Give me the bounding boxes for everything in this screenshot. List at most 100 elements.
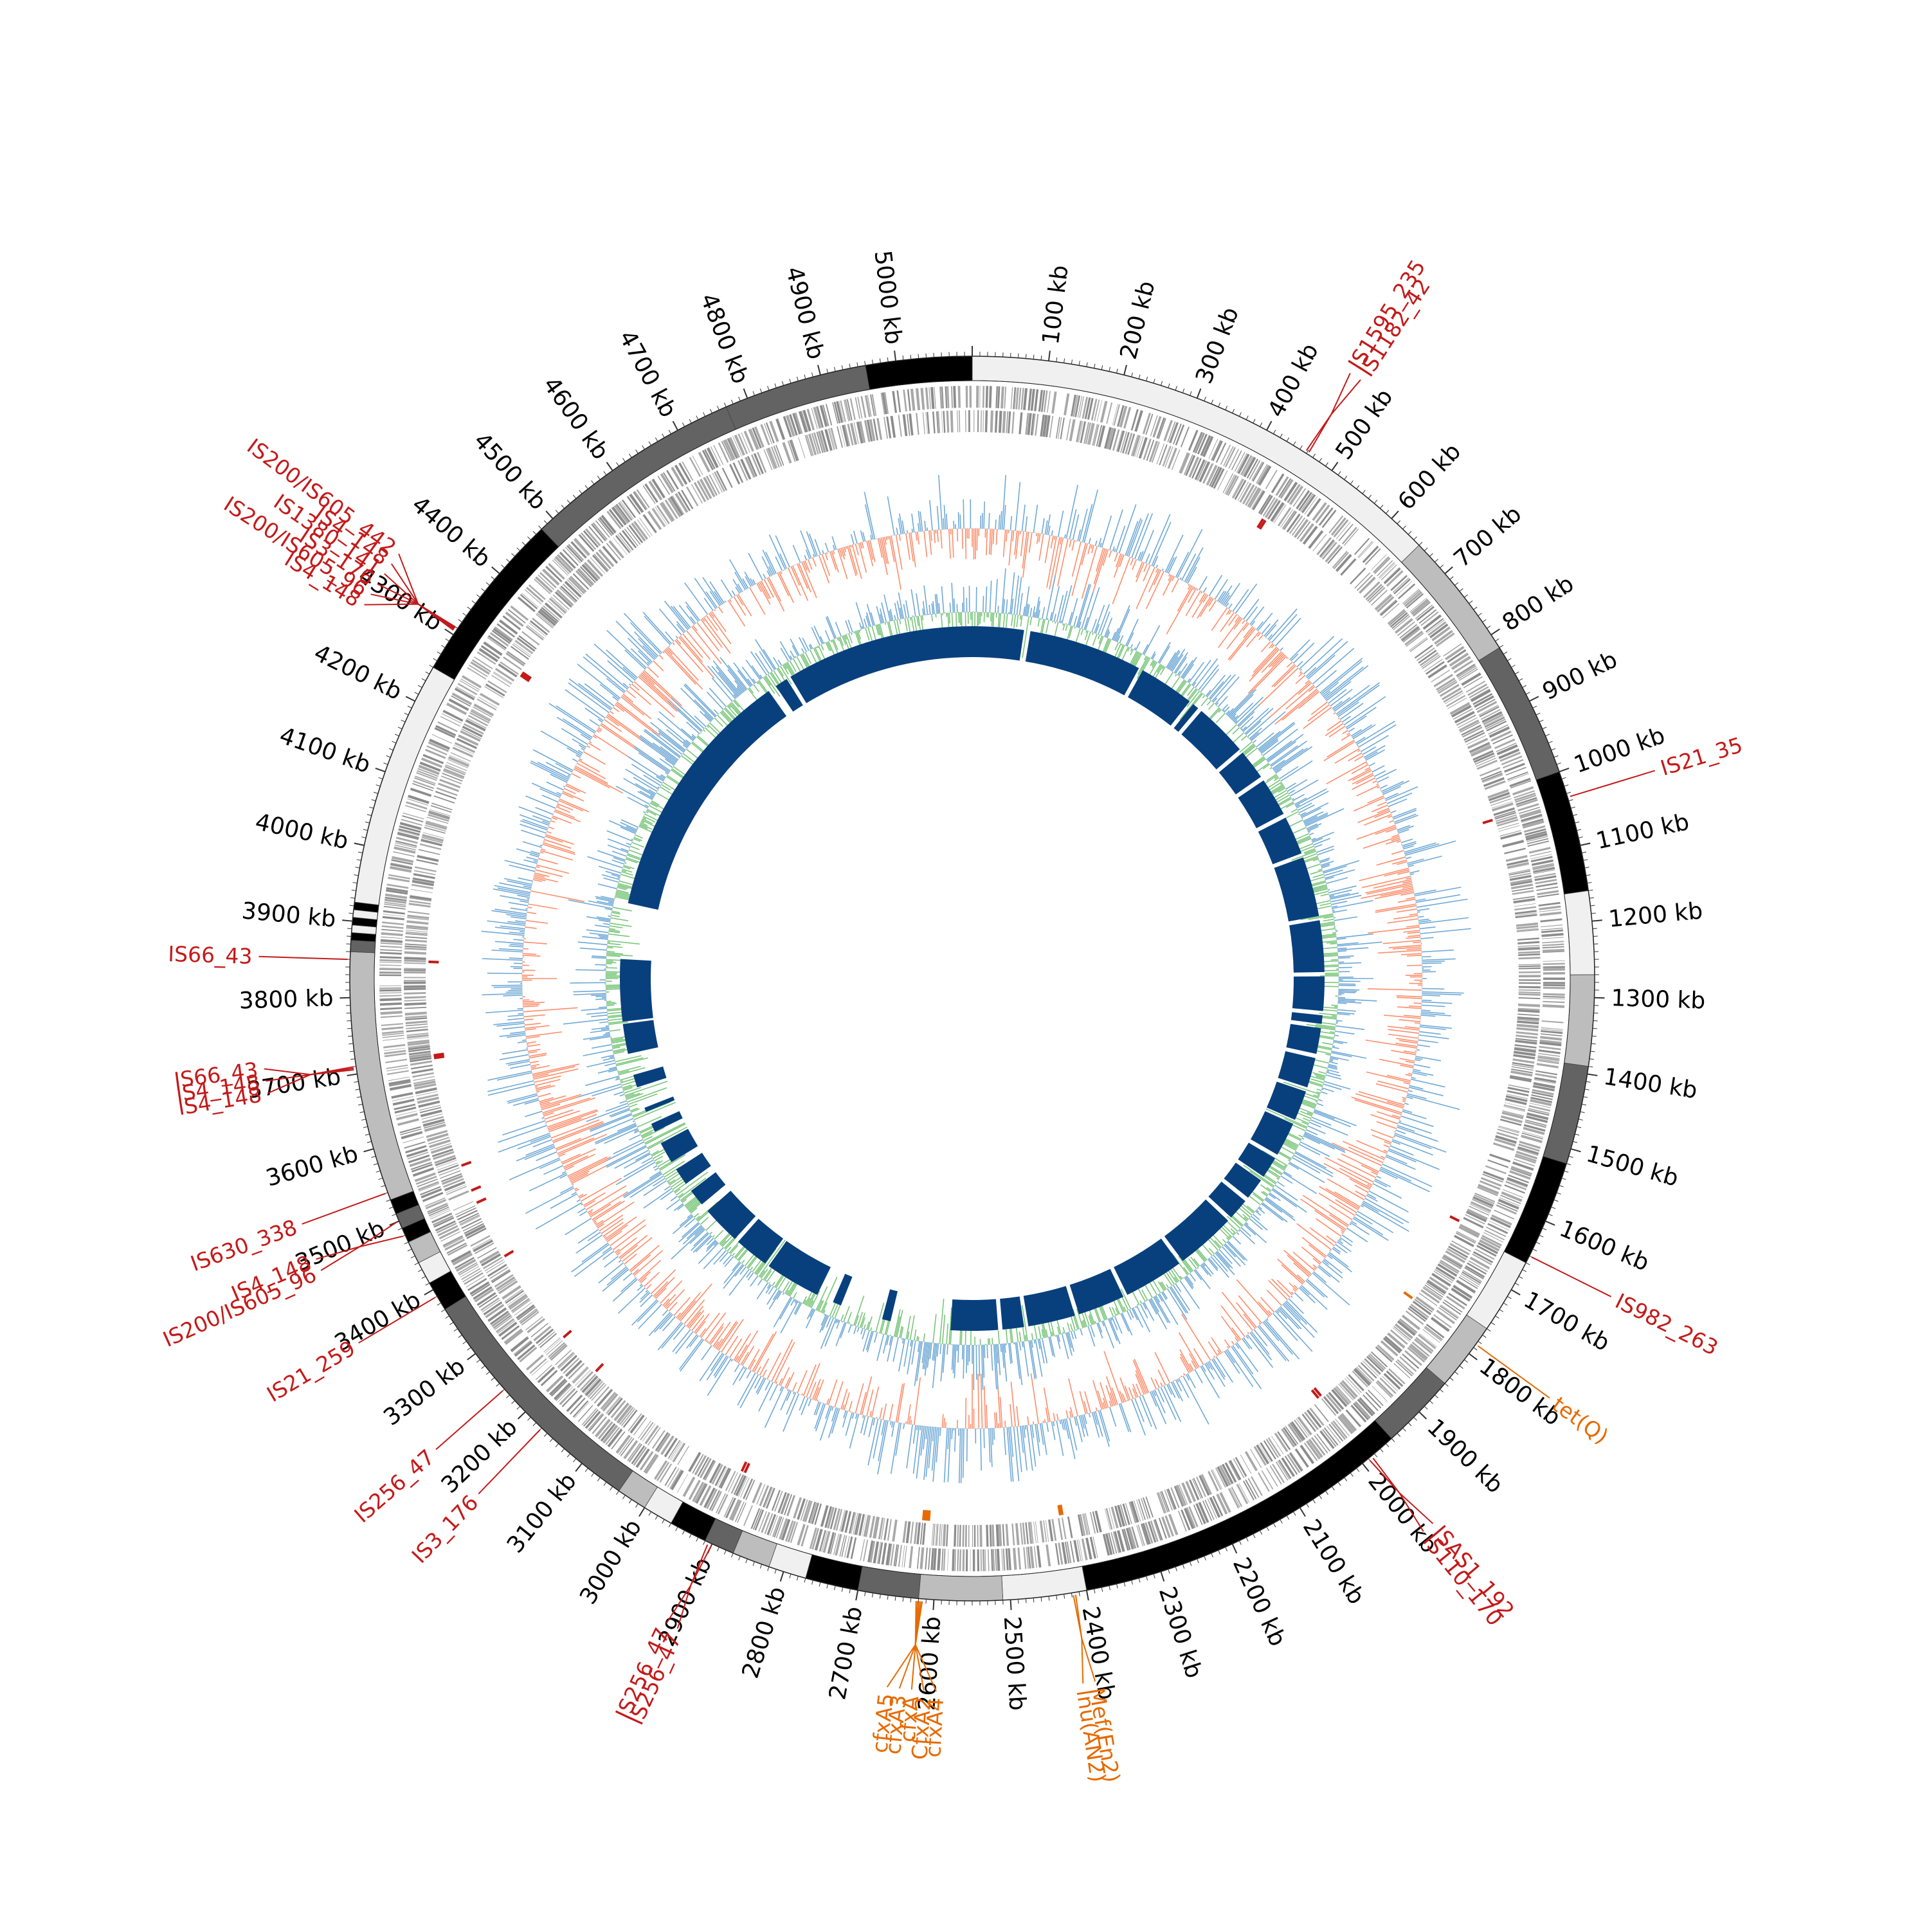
gc-content-below-mark <box>1299 673 1303 677</box>
gc-content-below-mark <box>1181 1376 1182 1377</box>
minor-tick <box>1454 582 1458 585</box>
gc-content-below-mark <box>527 912 536 914</box>
cds-reverse-mark <box>527 1318 545 1333</box>
major-tick <box>606 462 612 471</box>
minor-tick <box>398 727 402 729</box>
cds-forward-mark <box>1529 847 1551 853</box>
gc-skew-positive-mark <box>1030 608 1031 617</box>
cds-forward-mark <box>981 1549 982 1571</box>
gc-content-above-mark <box>1233 1346 1253 1374</box>
minor-tick <box>1246 1537 1248 1541</box>
gc-content-below-mark <box>1031 1373 1038 1423</box>
cds-forward-mark <box>1324 1427 1339 1445</box>
gc-content-above-mark <box>945 1428 948 1483</box>
gc-content-below-mark <box>1114 553 1118 562</box>
minor-tick <box>1168 384 1170 388</box>
gc-skew-negative-mark <box>1121 644 1122 646</box>
gc-content-below-mark <box>1180 1377 1181 1378</box>
minor-tick <box>365 1134 370 1135</box>
minor-tick <box>1197 1559 1199 1564</box>
gc-content-above-mark <box>1414 1065 1430 1068</box>
gc-content-below-mark <box>706 1340 707 1341</box>
gc-content-below-mark <box>1211 608 1227 630</box>
cds-reverse-mark <box>1518 1004 1540 1007</box>
minor-tick <box>408 1249 412 1251</box>
gc-content-above-mark <box>1081 1415 1084 1429</box>
minor-tick <box>1260 1530 1262 1534</box>
cds-reverse-mark <box>1435 1269 1454 1282</box>
minor-tick <box>585 1468 588 1472</box>
gc-content-above-mark <box>1258 613 1272 631</box>
gc-content-above-mark <box>1417 908 1429 910</box>
gc-skew-positive-mark <box>1195 659 1218 688</box>
gc-skew-positive-mark <box>1314 1111 1335 1119</box>
gc-content-below-mark <box>1069 539 1071 547</box>
gc-content-below-mark <box>524 1019 534 1020</box>
cds-forward-mark <box>381 932 403 936</box>
gc-content-above-mark <box>793 545 800 563</box>
tick-label: 3200 kb <box>437 1414 523 1499</box>
gc-skew-positive-mark <box>1329 1061 1337 1063</box>
gc-content-above-mark <box>1410 871 1420 873</box>
cds-forward-mark <box>890 1544 894 1566</box>
minor-tick <box>812 372 813 377</box>
cds-forward-mark <box>379 975 401 977</box>
cds-forward-mark <box>1002 1549 1005 1571</box>
minor-tick <box>1536 713 1540 715</box>
major-tick <box>639 1508 644 1517</box>
gc-content-below-mark <box>896 535 902 570</box>
gc-content-below-mark <box>537 865 569 873</box>
feature-marker <box>505 1251 514 1256</box>
minor-tick <box>1487 626 1490 628</box>
gc-content-above-mark <box>1422 993 1462 995</box>
gc-skew-negative-mark <box>1303 1118 1310 1121</box>
gc-content-above-mark <box>1377 1176 1381 1178</box>
minor-tick <box>1101 365 1102 370</box>
gc-content-below-mark <box>1085 1391 1091 1413</box>
cds-forward-mark <box>1046 1544 1051 1566</box>
cds-forward-mark <box>952 1549 955 1571</box>
cds-reverse-mark <box>981 410 982 432</box>
gc-content-above-mark <box>579 745 585 749</box>
cds-forward-mark <box>1363 546 1379 563</box>
cds-reverse-mark <box>1516 914 1537 919</box>
gc-content-below-mark <box>813 1379 820 1400</box>
minor-tick <box>1338 471 1341 475</box>
gc-content-above-mark <box>572 739 586 747</box>
minor-tick <box>1429 554 1433 557</box>
gc-content-below-mark <box>835 1381 843 1407</box>
cds-reverse-mark <box>946 411 950 433</box>
minor-tick <box>592 481 594 485</box>
gc-skew-positive-mark <box>1131 644 1133 648</box>
gc-content-above-mark <box>1250 607 1264 625</box>
gc-content-below-mark <box>1383 941 1421 944</box>
cds-reverse-mark <box>404 980 426 981</box>
gc-content-above-mark <box>1100 1410 1109 1441</box>
gc-skew-positive-mark <box>995 579 997 613</box>
cds-forward-mark <box>383 914 404 916</box>
gc-skew-positive-mark <box>1309 831 1310 832</box>
gc-content-above-mark <box>536 808 554 815</box>
gc-skew-positive-mark <box>1332 901 1373 908</box>
minor-tick <box>703 412 705 416</box>
gc-content-above-mark <box>1235 584 1256 613</box>
gc-content-above-mark <box>525 1188 574 1214</box>
gc-content-above-mark <box>485 1010 523 1013</box>
minor-tick <box>517 548 520 551</box>
minor-tick <box>556 1443 559 1447</box>
gc-content-below-mark <box>1390 820 1394 822</box>
minor-tick <box>1533 706 1537 708</box>
gc-content-above-mark <box>930 500 932 530</box>
gc-content-above-mark <box>1168 557 1177 573</box>
cds-reverse-mark <box>429 811 450 818</box>
gc-content-below-mark <box>528 907 532 908</box>
gc-content-above-mark <box>1422 950 1454 952</box>
gc-content-below-mark <box>1399 1020 1420 1022</box>
cds-reverse-mark <box>1517 937 1539 941</box>
cds-forward-mark <box>957 1549 959 1571</box>
minor-tick <box>669 430 671 434</box>
gc-content-above-mark <box>744 1367 745 1369</box>
gc-content-above-mark <box>499 883 531 889</box>
gc-content-above-mark <box>607 630 647 668</box>
minor-tick <box>1307 1504 1309 1508</box>
